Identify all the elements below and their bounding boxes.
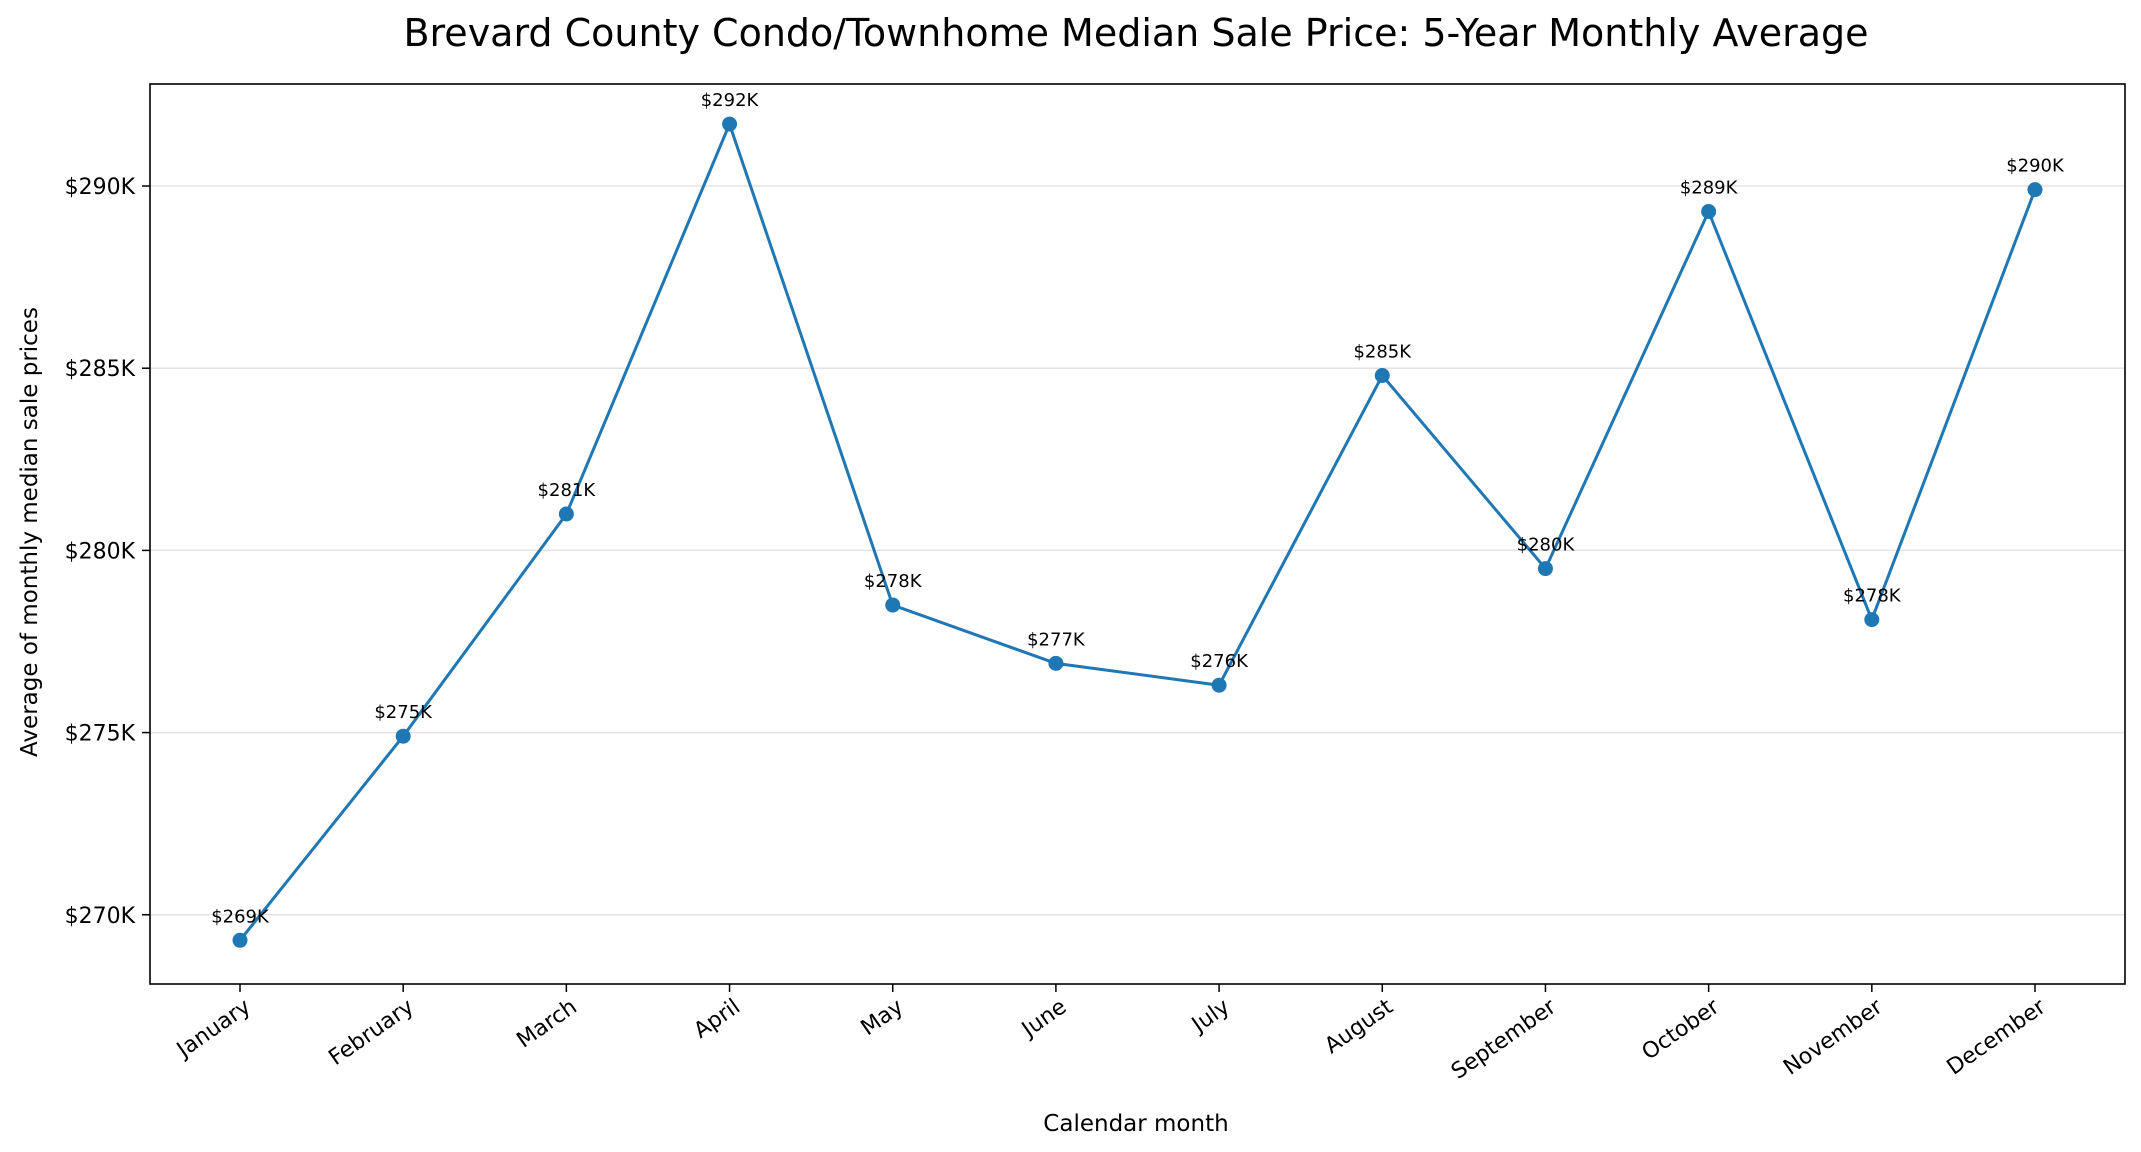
series-line bbox=[238, 119, 2037, 942]
y-tick-label: $290K bbox=[65, 175, 136, 200]
data-point bbox=[722, 116, 738, 132]
data-point bbox=[1048, 655, 1064, 671]
x-axis-label: Calendar month bbox=[1043, 1111, 1228, 1137]
data-label: $280K bbox=[1517, 535, 1576, 556]
data-point bbox=[1864, 612, 1880, 628]
data-point bbox=[1701, 204, 1717, 220]
data-label: $275K bbox=[374, 702, 433, 723]
y-tick-label: $270K bbox=[65, 904, 136, 929]
data-point bbox=[885, 597, 901, 613]
data-label: $281K bbox=[538, 480, 597, 501]
data-point bbox=[558, 506, 574, 522]
y-axis: $270K $275K $280K $285K $290K bbox=[65, 175, 150, 929]
data-label: $290K bbox=[2006, 156, 2065, 177]
data-label: $277K bbox=[1027, 629, 1086, 650]
data-label: $285K bbox=[1353, 341, 1412, 362]
data-point bbox=[1211, 677, 1227, 693]
series-layer: $269K $275K $281K $292K $278K $277K $276K $285K… bbox=[211, 90, 2065, 948]
data-label: $292K bbox=[701, 90, 760, 111]
y-tick-label: $280K bbox=[65, 539, 136, 564]
chart-title: Brevard County Condo/Townhome Median Sal… bbox=[403, 11, 1868, 55]
data-point bbox=[2027, 182, 2043, 198]
data-label: $269K bbox=[211, 906, 270, 927]
data-point bbox=[1537, 561, 1553, 577]
data-label: $278K bbox=[864, 571, 923, 592]
data-point bbox=[395, 728, 411, 744]
data-label: $276K bbox=[1190, 651, 1249, 672]
y-tick-label: $285K bbox=[65, 357, 136, 382]
y-axis-label: Average of monthly median sale prices bbox=[17, 307, 43, 757]
data-label: $278K bbox=[1843, 586, 1902, 607]
data-point bbox=[1374, 367, 1390, 383]
data-label: $289K bbox=[1680, 178, 1739, 199]
y-tick-label: $275K bbox=[65, 722, 136, 747]
plot-frame bbox=[149, 83, 2126, 985]
gridlines bbox=[150, 185, 2125, 916]
data-point bbox=[232, 932, 248, 948]
